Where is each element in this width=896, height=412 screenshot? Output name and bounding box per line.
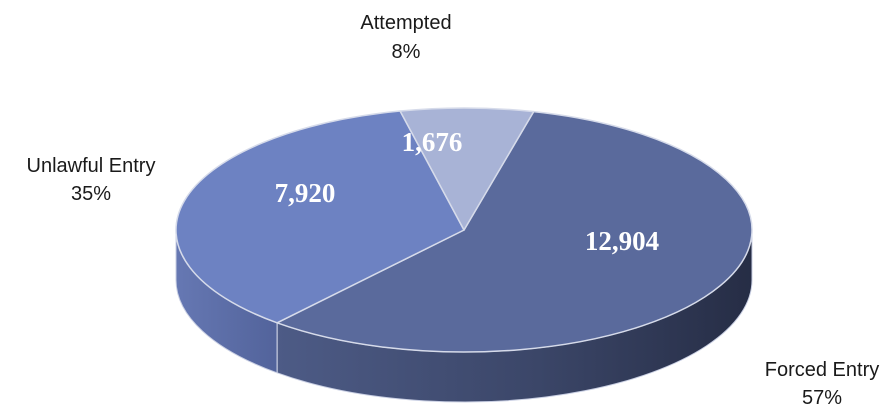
pie-slice-unlawful-entry bbox=[175, 110, 465, 324]
pie-percent-label-forced-entry: 57% bbox=[802, 387, 842, 409]
pie-value-label-unlawful-entry: 7,920 bbox=[275, 178, 336, 208]
pie-top-layer bbox=[175, 107, 753, 353]
pie-percent-label-attempted: 8% bbox=[392, 41, 421, 63]
pie-category-label-forced-entry: Forced Entry bbox=[765, 359, 879, 381]
pie-percent-label-unlawful-entry: 35% bbox=[71, 183, 111, 205]
pie-slice-attempted bbox=[399, 107, 535, 231]
pie-category-label-attempted: Attempted bbox=[360, 12, 451, 34]
pie-value-label-forced-entry: 12,904 bbox=[585, 226, 659, 256]
pie-slice-forced-entry bbox=[276, 110, 753, 353]
pie-label-layer: 12,904 Forced Entry 57% 7,920 Unlawful Entry… bbox=[27, 12, 880, 409]
pie-category-label-unlawful-entry: Unlawful Entry bbox=[27, 155, 156, 177]
pie-value-label-attempted: 1,676 bbox=[402, 127, 463, 157]
